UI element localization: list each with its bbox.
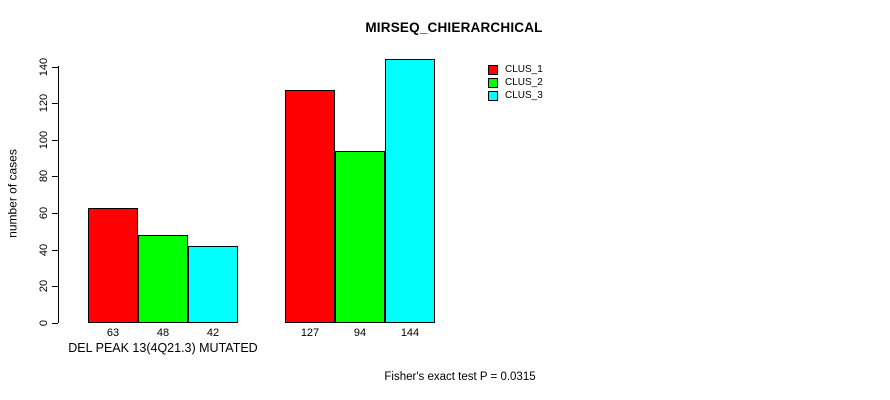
y-axis-tick bbox=[52, 103, 58, 104]
y-axis-label: number of cases bbox=[5, 149, 20, 238]
legend-item: CLUS_1 bbox=[488, 63, 543, 76]
legend-label: CLUS_1 bbox=[505, 63, 543, 75]
bar-clus_2-group1 bbox=[138, 235, 188, 323]
legend-swatch-clus-3-icon bbox=[488, 91, 498, 102]
legend-item: CLUS_3 bbox=[488, 90, 543, 103]
legend-swatch-clus-2-icon bbox=[488, 78, 498, 89]
fisher-test-annotation: Fisher's exact test P = 0.0315 bbox=[384, 371, 536, 383]
y-axis-tick bbox=[52, 323, 58, 324]
bar-clus_1-group2 bbox=[285, 90, 335, 323]
y-axis-tick-label: 60 bbox=[38, 206, 50, 220]
legend-label: CLUS_2 bbox=[505, 77, 543, 89]
y-axis-tick-label: 0 bbox=[38, 319, 50, 327]
y-axis-tick bbox=[52, 140, 58, 141]
bar-value-label: 94 bbox=[353, 327, 367, 339]
legend-swatch-clus-1-icon bbox=[488, 64, 498, 75]
legend-item: CLUS_2 bbox=[488, 76, 543, 89]
chart-title: MIRSEQ_CHIERARCHICAL bbox=[365, 20, 543, 35]
y-axis-tick bbox=[52, 67, 58, 68]
y-axis-tick-label: 80 bbox=[38, 169, 50, 183]
bar-value-label: 144 bbox=[400, 327, 420, 339]
legend: CLUS_1 CLUS_2 CLUS_3 bbox=[488, 63, 543, 103]
y-axis-tick-label: 20 bbox=[38, 279, 50, 293]
bar-value-label: 63 bbox=[106, 327, 120, 339]
x-axis-label: DEL PEAK 13(4Q21.3) MUTATED bbox=[68, 341, 258, 355]
bar-clus_3-group2 bbox=[385, 59, 435, 323]
y-axis-tick bbox=[52, 286, 58, 287]
y-axis-tick bbox=[52, 213, 58, 214]
y-axis-tick-label: 140 bbox=[38, 57, 50, 77]
bar-clus_2-group2 bbox=[335, 150, 385, 323]
y-axis-line bbox=[58, 66, 59, 323]
bar-value-label: 127 bbox=[300, 327, 320, 339]
y-axis-tick-label: 40 bbox=[38, 243, 50, 257]
y-axis-tick bbox=[52, 250, 58, 251]
y-axis-tick-label: 100 bbox=[38, 130, 50, 150]
bar-clus_3-group1 bbox=[188, 246, 238, 324]
bar-clus_1-group1 bbox=[88, 207, 138, 323]
bar-value-label: 48 bbox=[156, 327, 170, 339]
y-axis-tick-label: 120 bbox=[38, 93, 50, 113]
y-axis-tick bbox=[52, 176, 58, 177]
bar-value-label: 42 bbox=[206, 327, 220, 339]
legend-label: CLUS_3 bbox=[505, 90, 543, 102]
